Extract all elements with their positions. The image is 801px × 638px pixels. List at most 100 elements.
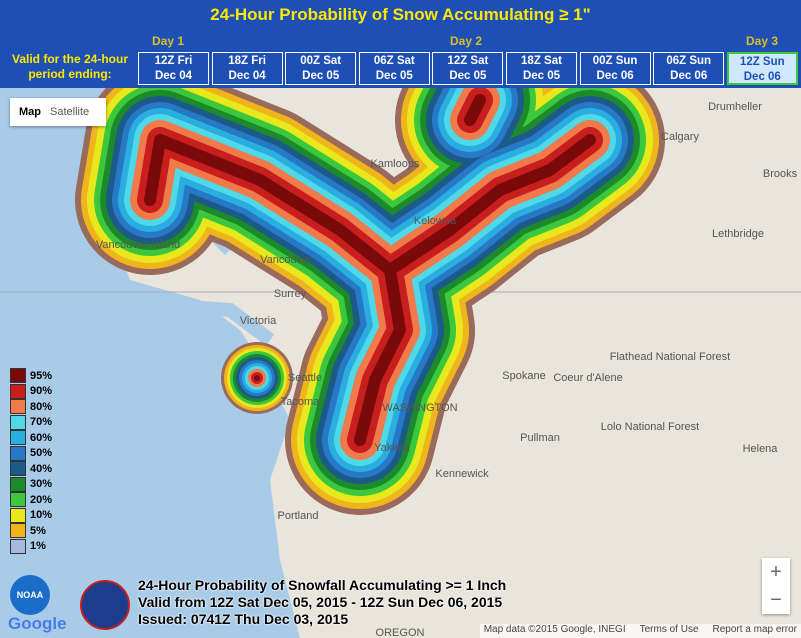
legend-entry: 80% xyxy=(10,399,52,415)
period-button[interactable]: 18Z Fri Dec 04 xyxy=(211,52,283,85)
period-time: 06Z Sat xyxy=(373,55,415,67)
place-label: Lethbridge xyxy=(712,228,764,240)
period-button[interactable]: 12Z Sat Dec 05 xyxy=(432,52,504,85)
legend-label: 10% xyxy=(30,509,53,522)
period-date: Dec 06 xyxy=(670,70,708,82)
legend-swatch xyxy=(10,399,26,415)
footer: 24-Hour Probability of Snowfall Accumula… xyxy=(138,577,506,628)
place-label: Victoria xyxy=(240,315,277,327)
legend-label: 40% xyxy=(30,462,53,475)
legend-swatch xyxy=(10,430,26,446)
place-label: OREGON xyxy=(376,627,425,638)
period-date: Dec 04 xyxy=(154,70,193,82)
legend-entry: 30% xyxy=(10,476,53,493)
legend-entry: 90% xyxy=(10,383,52,400)
place-label: Kennewick xyxy=(435,468,489,480)
noaa-logo: NOAA xyxy=(10,575,50,615)
map-type: Map Satellite xyxy=(10,98,106,126)
period-button[interactable]: 06Z Sun Dec 06 xyxy=(653,52,725,85)
legend-swatch xyxy=(10,414,26,430)
legend-swatch xyxy=(10,492,26,508)
period-time: 12Z Fri xyxy=(154,55,193,67)
place-label: Seattle xyxy=(288,372,322,384)
legend-entry: 50% xyxy=(10,445,53,462)
legend-label: 80% xyxy=(30,400,53,413)
place-label: Drumheller xyxy=(708,101,762,113)
zoom-in[interactable]: + xyxy=(770,561,782,583)
period-time: 00Z Sat xyxy=(300,55,342,67)
place-label: Kelowna xyxy=(414,215,457,227)
period-date: Dec 06 xyxy=(743,71,781,83)
legend-entry: 20% xyxy=(10,492,52,508)
period-time: 18Z Fri xyxy=(228,55,266,67)
place-label: Lolo National Forest xyxy=(601,421,699,433)
legend-swatch xyxy=(10,538,26,554)
map-button[interactable]: Map xyxy=(19,106,41,118)
period-button[interactable]: 12Z Fri Dec 04 xyxy=(138,52,209,85)
legend-swatch xyxy=(10,383,26,399)
place-label: Yakima xyxy=(374,442,411,454)
place-label: Surrey xyxy=(274,288,307,300)
legend-label: 50% xyxy=(30,447,53,460)
legend-swatch xyxy=(10,476,26,492)
place-label: Flathead National Forest xyxy=(610,351,730,363)
footer-line: Issued: 0741Z Thu Dec 03, 2015 xyxy=(138,611,349,627)
period-button[interactable]: 00Z Sun Dec 06 xyxy=(579,52,651,85)
place-label: WASHINGTON xyxy=(382,402,457,414)
place-label: Tacoma xyxy=(281,396,320,408)
legend-swatch xyxy=(10,507,26,523)
legend-entry: 70% xyxy=(10,414,53,431)
legend-entry: 1% xyxy=(10,538,52,555)
day-label: Day 3 xyxy=(746,34,779,48)
title: 24-Hour Probability of Snow Accumulating… xyxy=(210,5,591,24)
period-button[interactable]: 12Z Sun Dec 06 xyxy=(726,52,798,85)
place-label: Spokane xyxy=(502,370,545,382)
place-label: Pullman xyxy=(520,432,560,444)
footer-line: Valid from 12Z Sat Dec 05, 2015 - 12Z Su… xyxy=(138,594,503,610)
legend-swatch xyxy=(10,523,26,539)
ocean xyxy=(0,88,300,638)
legend-entry: 60% xyxy=(10,430,52,446)
report[interactable]: Report a map error xyxy=(712,624,797,635)
place-label: Helena xyxy=(743,443,779,455)
legend-entry: 5% xyxy=(10,523,52,539)
period-time: 12Z Sat xyxy=(447,55,489,67)
period-date: Dec 05 xyxy=(522,70,561,82)
legend-label: 60% xyxy=(30,431,53,444)
footer-line: 24-Hour Probability of Snowfall Accumula… xyxy=(138,577,507,593)
period-time: 18Z Sat xyxy=(521,55,562,67)
period-date: Dec 06 xyxy=(596,70,634,82)
legend-label: 1% xyxy=(30,540,46,553)
terms[interactable]: Terms of Use xyxy=(639,624,699,635)
day-label: Day 2 xyxy=(450,34,483,48)
period-button[interactable]: 18Z Sat Dec 05 xyxy=(506,52,577,85)
satellite-button[interactable]: Satellite xyxy=(50,106,90,118)
period-time: 12Z Sun xyxy=(739,56,785,68)
map-data: Map data ©2015 Google, INEGI xyxy=(483,624,626,635)
period-date: Dec 05 xyxy=(302,70,340,82)
contour-band xyxy=(144,94,596,446)
period-date: Dec 05 xyxy=(449,70,487,82)
legend-entry: 95% xyxy=(10,368,52,384)
legend-label: 70% xyxy=(30,416,53,429)
place-label: Brooks xyxy=(763,168,798,180)
nws-logo xyxy=(80,580,130,630)
zoom-out[interactable]: − xyxy=(770,589,782,611)
period-time: 00Z Sun xyxy=(592,55,638,67)
valid-line: period ending: xyxy=(28,67,112,81)
probability-contours xyxy=(75,88,665,515)
place-label: Calgary xyxy=(661,131,699,143)
legend-swatch xyxy=(10,368,26,384)
legend-swatch xyxy=(10,445,26,461)
period-button[interactable]: 00Z Sat Dec 05 xyxy=(285,52,357,85)
period-date: Dec 05 xyxy=(375,70,413,82)
legend-entry: 10% xyxy=(10,507,53,524)
place-label: Kamloops xyxy=(371,158,420,170)
valid-line: Valid for the 24-hour xyxy=(11,52,128,66)
place-labels: Drumheller Calgary Brooks Lethbridge Kamloop… xyxy=(96,101,798,638)
period-button[interactable]: 06Z Sat Dec 05 xyxy=(358,52,430,85)
legend-swatch xyxy=(10,461,26,477)
contour-ring xyxy=(254,375,260,381)
legend-label: 5% xyxy=(30,524,46,537)
legend-label: 30% xyxy=(30,478,53,491)
